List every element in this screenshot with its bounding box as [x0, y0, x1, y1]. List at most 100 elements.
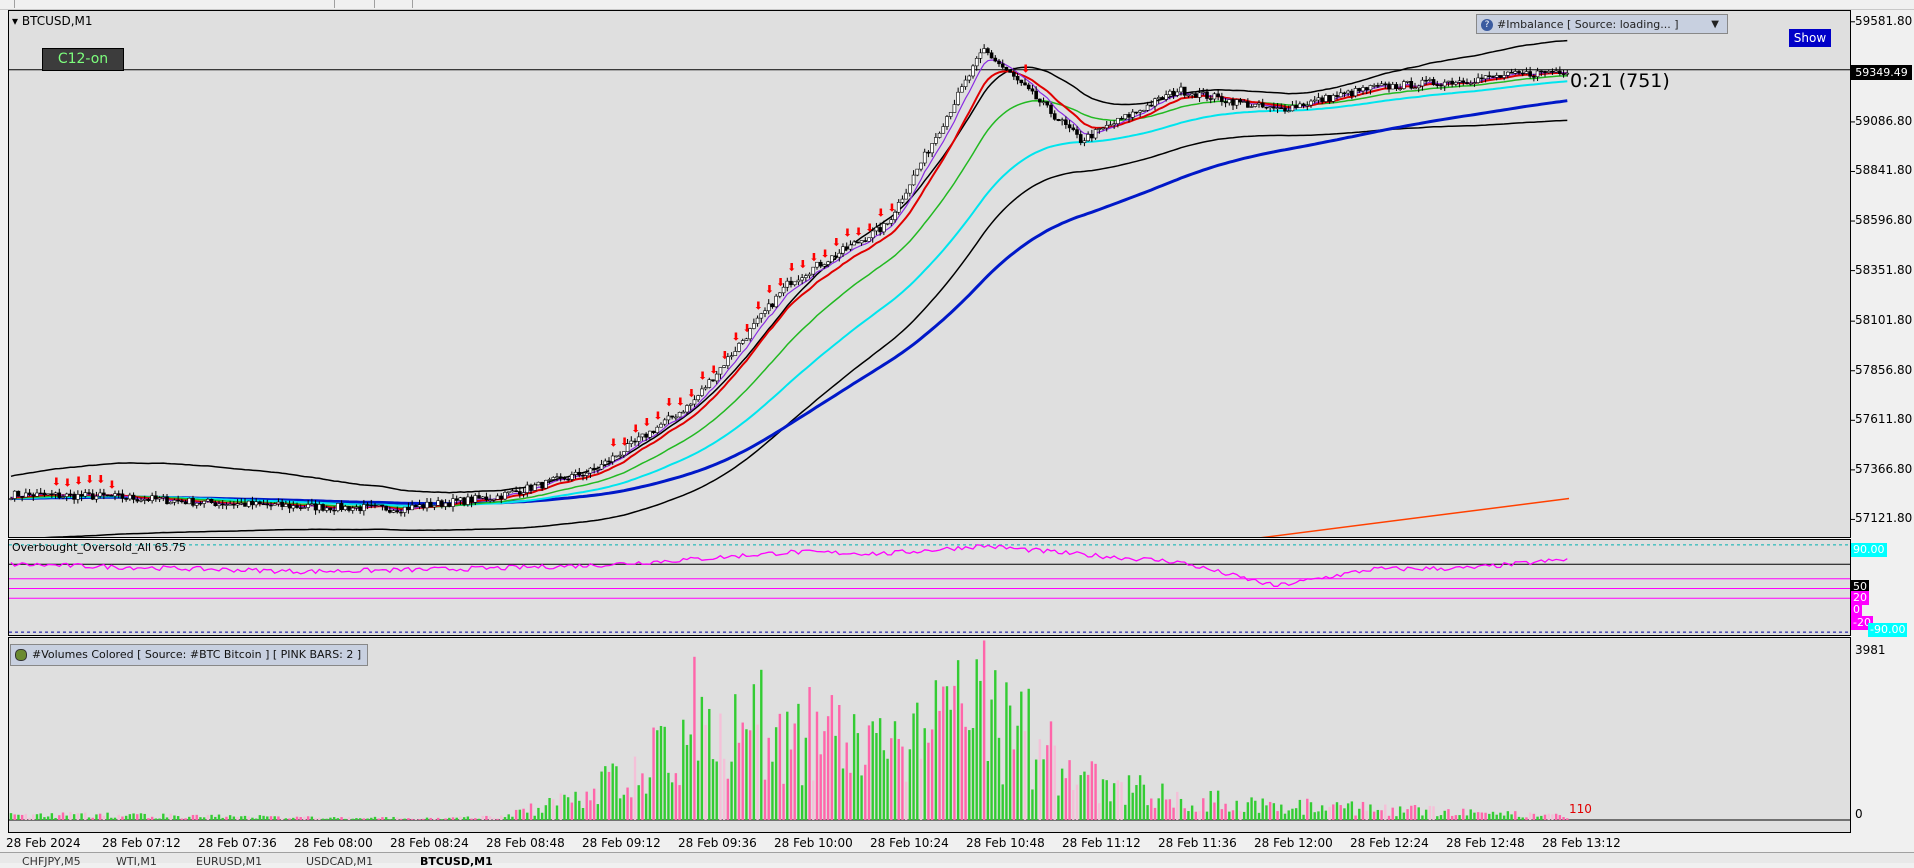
volume-bar	[232, 816, 236, 820]
candle-body	[733, 351, 738, 356]
candle-body	[547, 479, 552, 481]
toolbar-button[interactable]	[0, 0, 15, 8]
candle-body	[629, 440, 634, 444]
volume-bar	[273, 816, 276, 820]
tab-wti-m1[interactable]: WTI,M1	[116, 855, 157, 868]
c12-toggle-button[interactable]: C12-on	[42, 48, 124, 71]
volume-last-value: 110	[1569, 802, 1592, 816]
candle-body	[770, 303, 775, 308]
volume-bar	[1554, 813, 1558, 820]
candle-body	[967, 75, 972, 81]
candle-body	[636, 436, 641, 442]
volume-pane[interactable]	[8, 637, 1851, 833]
volume-bar	[366, 818, 369, 820]
sell-arrow-icon: ⬇	[832, 236, 841, 249]
candle-body	[1156, 97, 1161, 100]
volume-bar	[1157, 798, 1160, 820]
volume-bar	[982, 640, 986, 820]
volume-bar	[1395, 816, 1398, 820]
volume-bar	[1551, 814, 1554, 820]
volumes-indicator-box[interactable]: #Volumes Colored [ Source: #BTC Bitcoin …	[10, 644, 369, 666]
candle-body	[648, 430, 652, 438]
candle-body	[934, 137, 938, 144]
volume-bar	[893, 721, 897, 820]
candle-body	[176, 499, 180, 502]
candle-body	[187, 497, 192, 505]
volume-bar	[708, 708, 711, 820]
tab-eurusd-m1[interactable]: EURUSD,M1	[196, 855, 263, 868]
volume-bar	[1558, 815, 1562, 820]
chart-tabs	[0, 852, 1914, 863]
candle-body	[659, 423, 663, 428]
candle-body	[774, 295, 778, 308]
volume-bar	[867, 725, 871, 820]
candle-body	[1498, 75, 1503, 78]
volume-bar	[310, 816, 314, 820]
candle-body	[1535, 70, 1540, 78]
candle-body	[24, 492, 28, 498]
volume-bar	[321, 818, 325, 820]
candle-body	[1026, 84, 1031, 90]
candle-body	[1290, 105, 1295, 112]
tab-btcusd-m1[interactable]: BTCUSD,M1	[420, 855, 493, 868]
volume-bar	[466, 816, 470, 820]
volume-zero-label: 0	[1855, 807, 1863, 821]
candle-body	[90, 493, 95, 500]
candle-body	[1331, 95, 1336, 102]
candle-body	[1249, 106, 1254, 108]
volume-bar	[1320, 805, 1324, 820]
volume-bar	[1224, 803, 1227, 820]
toolbar-button[interactable]	[334, 0, 375, 8]
candle-body	[514, 490, 518, 493]
candle-body	[1398, 88, 1402, 90]
volume-bar	[1064, 778, 1068, 820]
volume-bar	[20, 814, 24, 820]
volume-bar	[462, 817, 466, 820]
dropdown-arrow-icon[interactable]: ▼	[1711, 19, 1719, 30]
candle-body	[1134, 111, 1139, 114]
price-pane[interactable]: ⬇ ⬇ ⬇ ⬇ ⬇ ⬇ ⬇ ⬇ ⬇ ⬇ ⬇ ⬇ ⬇ ⬇ ⬇ ⬇ ⬇ ⬇ ⬇ ⬇ ⬇ ⬇ ⬇ ⬇ ⬇ ⬇ ⬇ ⬇ ⬇ ⬇ ⬇ ⬇ ⬇	[8, 10, 1851, 538]
candle-body	[1558, 70, 1562, 74]
candle-body	[1227, 99, 1232, 104]
candle-body	[874, 227, 879, 232]
time-axis-label: 28 Feb 2024	[6, 836, 81, 850]
candle-body	[1004, 66, 1009, 71]
toolbar-button[interactable]	[14, 0, 335, 8]
candle-body	[1138, 110, 1142, 113]
tab-chfjpy-m5[interactable]: CHFJPY,M5	[22, 855, 81, 868]
volume-bar	[1109, 801, 1112, 820]
candle-body	[1082, 140, 1087, 143]
candle-body	[50, 493, 54, 496]
candle-body	[1279, 107, 1284, 110]
volume-bar	[1532, 813, 1536, 820]
sell-arrow-icon: ⬇	[742, 322, 751, 335]
candle-body	[451, 498, 455, 507]
candle-body	[1346, 90, 1350, 94]
candle-body	[1223, 101, 1228, 104]
candle-body	[261, 503, 266, 506]
toolbar-button[interactable]	[374, 0, 413, 8]
tab-usdcad-m1[interactable]: USDCAD,M1	[306, 855, 374, 868]
candle-body	[1301, 103, 1306, 107]
candle-body	[952, 104, 957, 113]
candle-body	[1231, 99, 1235, 106]
volume-bar	[492, 817, 496, 820]
oscillator-pane[interactable]	[8, 539, 1851, 636]
candle-body	[692, 399, 697, 405]
candle-body	[1550, 71, 1555, 73]
lower-band-line	[42, 119, 1568, 537]
volume-bar	[971, 727, 975, 820]
candle-body	[1390, 84, 1395, 90]
volume-bar	[522, 808, 525, 820]
imbalance-indicator-box[interactable]: ? #Imbalance [ Source: loading... ] ▼	[1476, 14, 1728, 34]
candle-body	[625, 443, 630, 452]
volume-bar	[927, 742, 930, 820]
show-button[interactable]: Show	[1789, 29, 1831, 47]
candle-body	[748, 328, 752, 340]
volume-bar	[1194, 811, 1198, 820]
volume-bar	[496, 818, 499, 820]
candle-body	[1461, 80, 1466, 83]
volume-bar	[258, 815, 262, 820]
candle-body	[1435, 84, 1440, 86]
candle-body	[399, 511, 403, 514]
